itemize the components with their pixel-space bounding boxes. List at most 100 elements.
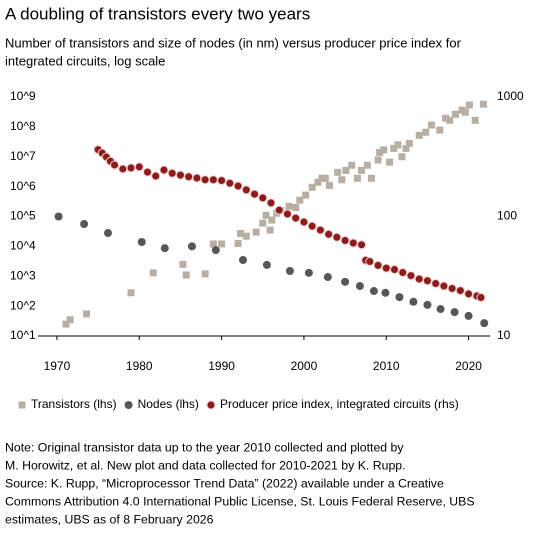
y-tick-label: 10^7 (10, 149, 36, 163)
note: M. Horowitz, et al. New plot and data co… (5, 458, 406, 472)
data-point (103, 229, 112, 238)
data-point (415, 131, 423, 139)
data-point (342, 166, 350, 174)
note: Source: K. Rupp, “Microprocessor Trend D… (5, 476, 444, 490)
y-tick-label: 10^5 (10, 209, 36, 223)
data-point (451, 110, 459, 118)
legend-label: Producer price index, integrated circuit… (220, 397, 459, 411)
y-tick-label: 10^1 (10, 328, 36, 342)
data-point (436, 126, 444, 134)
data-point (376, 148, 384, 156)
data-point (390, 144, 398, 152)
data-point (259, 219, 267, 227)
legend-label: Nodes (lhs) (138, 397, 199, 411)
data-point (179, 260, 187, 268)
data-point (266, 226, 274, 234)
data-point (225, 178, 235, 188)
data-point (461, 108, 469, 116)
data-point (414, 274, 424, 284)
legend-marker (18, 401, 26, 409)
data-point (143, 167, 153, 177)
data-point (307, 221, 317, 231)
data-point (266, 198, 276, 208)
data-point (241, 185, 251, 195)
data-point (323, 273, 332, 282)
data-point (464, 311, 473, 320)
data-point (325, 181, 333, 189)
data-point (201, 270, 209, 278)
data-point (389, 265, 399, 275)
data-point (239, 255, 248, 264)
data-point (83, 310, 91, 318)
data-point (54, 212, 63, 221)
data-point (137, 238, 146, 247)
data-point (358, 166, 366, 174)
data-point (455, 286, 465, 296)
data-point (268, 216, 276, 224)
data-point (436, 305, 445, 314)
data-point (274, 205, 284, 215)
data-point (159, 165, 169, 175)
data-point (262, 260, 271, 269)
y-tick-label: 10^2 (10, 298, 36, 312)
x-tick-label: 2000 (291, 359, 318, 373)
data-point (340, 235, 350, 245)
data-point (252, 228, 260, 236)
data-point (308, 183, 316, 191)
note: Commons Attribution 4.0 International Pu… (5, 494, 475, 508)
y-tick-label: 10^9 (10, 89, 36, 103)
data-point (167, 168, 177, 178)
data-point (465, 101, 473, 109)
x-tick-label: 1980 (126, 359, 153, 373)
data-point (250, 189, 260, 199)
data-point (285, 266, 294, 275)
data-point (464, 289, 474, 299)
data-point (314, 178, 322, 186)
data-point (398, 153, 406, 161)
data-point (357, 240, 367, 250)
y-tick-label: 10^3 (10, 268, 36, 282)
data-point (363, 161, 371, 169)
y2-tick-label: 10 (497, 328, 511, 342)
data-point (428, 121, 436, 129)
data-point (242, 232, 250, 240)
data-point (338, 176, 346, 184)
data-point (402, 144, 410, 152)
data-point (365, 257, 375, 267)
legend-marker (124, 401, 133, 409)
data-point (304, 268, 313, 277)
chart-title: A doubling of transistors every two year… (5, 4, 310, 23)
data-point (442, 114, 450, 122)
data-point (431, 278, 441, 288)
data-point (386, 158, 394, 166)
data-point (355, 282, 364, 291)
data-point (380, 146, 388, 154)
data-point (423, 300, 432, 309)
data-point (233, 181, 243, 191)
data-point (405, 139, 413, 147)
data-point (62, 320, 70, 328)
data-point (315, 225, 325, 235)
data-point (184, 172, 194, 182)
data-point (291, 213, 301, 223)
data-point (234, 239, 242, 247)
legend-marker (206, 400, 216, 410)
data-point (450, 308, 459, 317)
data-point (334, 168, 342, 176)
chart-subtitle: integrated circuits, log scale (5, 53, 165, 68)
data-point (292, 204, 300, 212)
data-point (80, 220, 89, 229)
x-tick-label: 1970 (44, 359, 71, 373)
data-point (237, 229, 245, 237)
y-tick-label: 10^8 (10, 119, 36, 133)
data-point (302, 191, 310, 199)
legend-label: Transistors (lhs) (31, 397, 117, 411)
chart-subtitle: Number of transistors and size of nodes … (5, 35, 462, 50)
data-point (398, 267, 408, 277)
data-point (348, 161, 356, 169)
data-point (353, 174, 361, 182)
data-point (395, 293, 404, 302)
data-point (406, 271, 416, 281)
data-point (374, 156, 382, 164)
